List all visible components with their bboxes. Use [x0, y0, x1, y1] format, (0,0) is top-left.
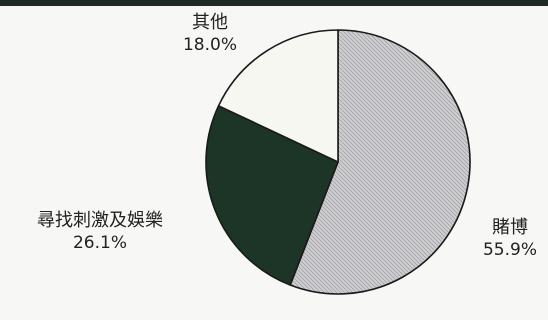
- slice-value-excitement: 26.1%: [73, 233, 127, 253]
- slice-gambling: [289, 29, 471, 295]
- slice-other: [217, 29, 339, 163]
- slice-label-excitement: 尋找刺激及娛樂: [37, 210, 163, 231]
- slice-excitement: [205, 105, 339, 286]
- top-band: [0, 0, 548, 6]
- slice-label-other: 其他: [192, 12, 228, 33]
- slice-value-gambling: 55.9%: [483, 240, 537, 260]
- slice-value-other: 18.0%: [183, 35, 237, 55]
- slice-label-gambling: 賭博: [492, 217, 528, 238]
